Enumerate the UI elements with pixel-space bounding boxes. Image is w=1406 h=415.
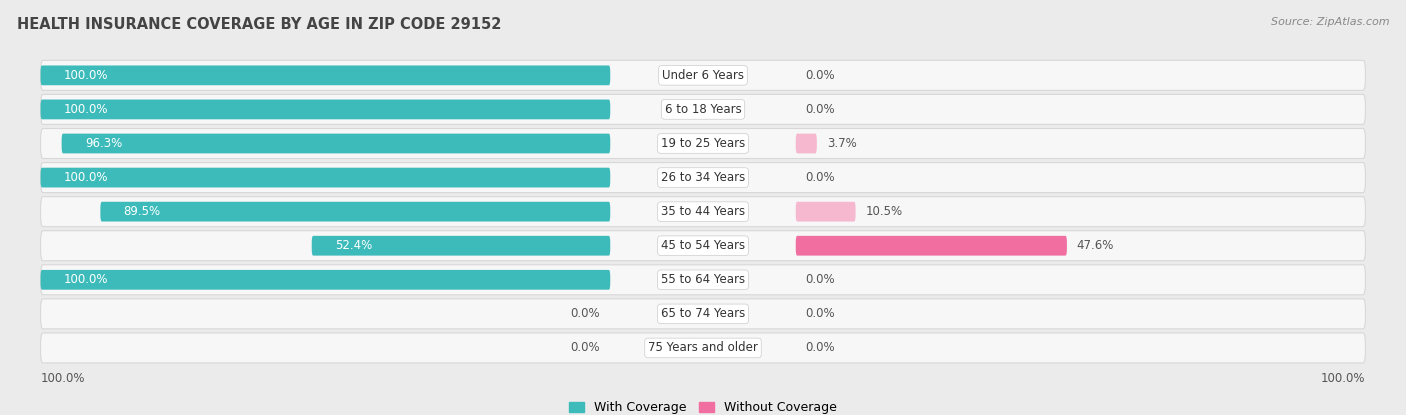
FancyBboxPatch shape [41, 60, 1365, 90]
Text: 26 to 34 Years: 26 to 34 Years [661, 171, 745, 184]
FancyBboxPatch shape [41, 163, 1365, 193]
Text: 0.0%: 0.0% [806, 103, 835, 116]
FancyBboxPatch shape [41, 168, 610, 188]
FancyBboxPatch shape [796, 202, 856, 222]
Text: 0.0%: 0.0% [806, 342, 835, 354]
FancyBboxPatch shape [41, 100, 610, 119]
FancyBboxPatch shape [41, 66, 610, 85]
Text: 0.0%: 0.0% [806, 273, 835, 286]
Text: 0.0%: 0.0% [571, 308, 600, 320]
FancyBboxPatch shape [62, 134, 610, 154]
Text: 19 to 25 Years: 19 to 25 Years [661, 137, 745, 150]
FancyBboxPatch shape [41, 197, 1365, 227]
FancyBboxPatch shape [41, 270, 610, 290]
FancyBboxPatch shape [796, 236, 1067, 256]
Text: 47.6%: 47.6% [1077, 239, 1114, 252]
Text: 100.0%: 100.0% [63, 171, 108, 184]
FancyBboxPatch shape [100, 202, 610, 222]
Text: 65 to 74 Years: 65 to 74 Years [661, 308, 745, 320]
Text: 100.0%: 100.0% [1322, 373, 1365, 386]
Text: 35 to 44 Years: 35 to 44 Years [661, 205, 745, 218]
Text: 0.0%: 0.0% [806, 171, 835, 184]
FancyBboxPatch shape [41, 231, 1365, 261]
FancyBboxPatch shape [41, 129, 1365, 159]
FancyBboxPatch shape [796, 134, 817, 154]
Text: 3.7%: 3.7% [827, 137, 856, 150]
Text: 0.0%: 0.0% [806, 308, 835, 320]
Text: 10.5%: 10.5% [866, 205, 903, 218]
Text: 100.0%: 100.0% [41, 373, 84, 386]
Text: 52.4%: 52.4% [335, 239, 373, 252]
Text: 100.0%: 100.0% [63, 69, 108, 82]
Text: 100.0%: 100.0% [63, 273, 108, 286]
FancyBboxPatch shape [41, 299, 1365, 329]
Text: 45 to 54 Years: 45 to 54 Years [661, 239, 745, 252]
FancyBboxPatch shape [41, 265, 1365, 295]
Text: 89.5%: 89.5% [124, 205, 160, 218]
Legend: With Coverage, Without Coverage: With Coverage, Without Coverage [564, 396, 842, 415]
FancyBboxPatch shape [41, 333, 1365, 363]
FancyBboxPatch shape [41, 95, 1365, 124]
Text: HEALTH INSURANCE COVERAGE BY AGE IN ZIP CODE 29152: HEALTH INSURANCE COVERAGE BY AGE IN ZIP … [17, 17, 502, 32]
Text: 0.0%: 0.0% [571, 342, 600, 354]
FancyBboxPatch shape [312, 236, 610, 256]
Text: 0.0%: 0.0% [806, 69, 835, 82]
Text: 96.3%: 96.3% [84, 137, 122, 150]
Text: 100.0%: 100.0% [63, 103, 108, 116]
Text: Under 6 Years: Under 6 Years [662, 69, 744, 82]
Text: Source: ZipAtlas.com: Source: ZipAtlas.com [1271, 17, 1389, 27]
Text: 75 Years and older: 75 Years and older [648, 342, 758, 354]
Text: 6 to 18 Years: 6 to 18 Years [665, 103, 741, 116]
Text: 55 to 64 Years: 55 to 64 Years [661, 273, 745, 286]
